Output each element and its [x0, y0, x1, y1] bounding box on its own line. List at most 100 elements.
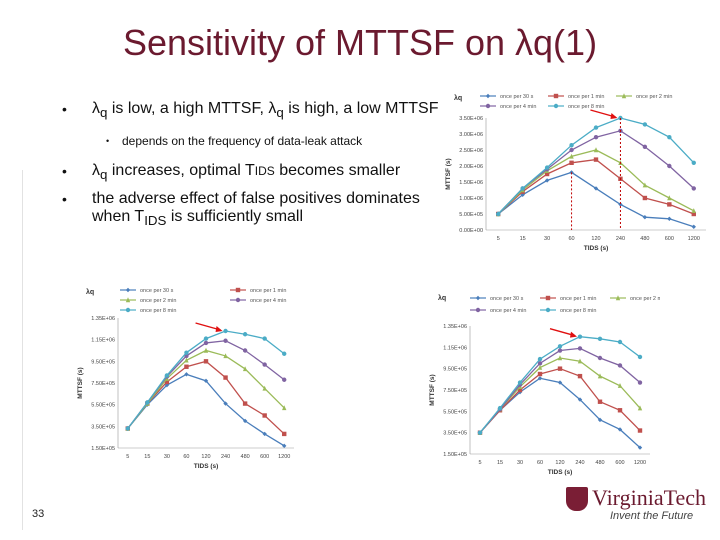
x-tick-label: 30: [544, 236, 550, 242]
data-point-marker: [691, 208, 696, 213]
y-tick-label: 1.00E+06: [459, 196, 483, 202]
y-tick-label: 5.00E+05: [459, 212, 483, 218]
data-point-marker: [145, 400, 150, 405]
data-point-marker: [569, 143, 574, 148]
legend-label: once per 4 min: [250, 298, 286, 304]
data-point-marker: [262, 362, 267, 367]
x-tick-label: 30: [164, 454, 170, 460]
bullet-item: • λq increases, optimal TIDS becomes sma…: [62, 162, 442, 184]
bullet-text: depends on the frequency of data-leak at…: [122, 134, 363, 149]
data-point-marker: [637, 428, 643, 433]
y-tick-label: 1.50E+05: [91, 446, 115, 452]
data-point-marker: [637, 445, 643, 450]
chart-bottom-right: λq once per 30 s once per 1 min once per 2 …: [429, 294, 660, 476]
y-tick-label: 9.50E+05: [91, 359, 115, 365]
lambda-subscript: q: [276, 105, 284, 121]
y-axis-title: MTTSF (s): [445, 158, 452, 189]
x-tick-label: 1200: [688, 236, 700, 242]
bullet-text: becomes smaller: [274, 162, 401, 180]
y-tick-label: 3.50E+05: [91, 424, 115, 430]
y-tick-label: 3.00E+06: [459, 132, 483, 138]
logo-name: VirginiaTech: [592, 485, 707, 510]
tids-subscript: IDS: [254, 164, 275, 179]
data-point-marker: [545, 295, 551, 301]
x-tick-label: 60: [183, 454, 189, 460]
data-point-marker: [242, 348, 248, 353]
data-point-marker: [184, 357, 189, 363]
data-point-marker: [203, 336, 209, 341]
data-point-marker: [475, 295, 481, 301]
data-point-marker: [691, 186, 696, 191]
y-tick-label: 7.50E+05: [91, 381, 115, 387]
data-point-marker: [593, 186, 599, 191]
data-point-marker: [262, 336, 267, 341]
data-point-marker: [597, 417, 603, 423]
y-tick-label: 2.50E+06: [459, 148, 483, 154]
legend-label: once per 30 s: [500, 94, 534, 100]
data-point-marker: [517, 380, 523, 385]
bullet-text: is sufficiently small: [166, 208, 304, 226]
data-point-marker: [597, 336, 603, 341]
x-tick-label: 480: [595, 460, 604, 466]
logo-tagline: Invent the Future: [610, 510, 694, 522]
y-tick-label: 1.50E+06: [459, 180, 483, 186]
y-tick-label: 3.50E+06: [459, 116, 483, 122]
legend-label: once per 2 min: [630, 296, 660, 302]
legend-label: once per 4 min: [500, 104, 536, 110]
data-point-marker: [544, 171, 550, 177]
series-line: [479, 367, 641, 434]
data-point-marker: [477, 430, 483, 435]
data-point-marker: [203, 378, 209, 384]
y-tick-label: 9.50E+05: [443, 367, 467, 373]
tids-subscript: IDS: [144, 213, 167, 229]
slide-title: Sensitivity of MTTSF on λq(1): [122, 22, 598, 63]
data-point-marker: [621, 93, 627, 99]
lambda-symbol: λ: [92, 100, 100, 117]
data-point-marker: [691, 211, 696, 217]
data-point-marker: [164, 379, 170, 385]
data-point-marker: [242, 332, 248, 337]
data-point-marker: [593, 135, 599, 140]
data-point-marker: [637, 380, 643, 385]
data-point-marker: [553, 103, 559, 109]
x-tick-label: 60: [568, 236, 574, 242]
data-point-marker: [597, 355, 603, 361]
lambda-symbol: λ: [268, 100, 277, 117]
y-tick-label: 7.50E+05: [443, 388, 467, 394]
x-tick-label: 5: [478, 460, 481, 466]
x-tick-label: 15: [497, 460, 503, 466]
x-tick-label: 240: [616, 236, 625, 242]
data-point-marker: [569, 147, 574, 153]
y-tick-label: 1.35E+06: [91, 316, 115, 322]
x-tick-label: 120: [201, 454, 210, 460]
data-point-marker: [184, 364, 189, 369]
data-point-marker: [262, 413, 267, 418]
data-point-marker: [617, 363, 623, 368]
chart-top-right: λq once per 30 s once per 1 min once per 2 …: [445, 93, 706, 252]
chart-corner-label: λq: [86, 288, 94, 296]
x-tick-label: 240: [575, 460, 584, 466]
legend-label: once per 1 min: [250, 288, 286, 294]
y-tick-label: 1.35E+06: [443, 324, 467, 330]
data-point-marker: [642, 144, 648, 149]
series-line: [479, 347, 641, 434]
data-point-marker: [615, 295, 621, 301]
data-point-marker: [242, 401, 248, 406]
series-line: [479, 377, 641, 449]
data-point-marker: [496, 211, 501, 217]
data-point-marker: [577, 346, 583, 351]
data-point-marker: [545, 307, 551, 313]
x-axis-title: TIDS (s): [194, 463, 219, 470]
data-point-marker: [537, 356, 543, 362]
legend-label: once per 30 s: [490, 296, 524, 302]
data-point-marker: [520, 186, 525, 191]
x-axis-title: TIDS (s): [584, 245, 609, 252]
y-tick-label: 5.50E+05: [91, 403, 115, 409]
data-point-marker: [597, 373, 603, 379]
y-axis-title: MTTSF (s): [429, 374, 436, 405]
legend-label: once per 8 min: [560, 308, 596, 314]
data-point-marker: [642, 195, 648, 201]
data-point-marker: [223, 401, 228, 406]
data-point-marker: [537, 371, 543, 377]
data-point-marker: [593, 125, 599, 130]
